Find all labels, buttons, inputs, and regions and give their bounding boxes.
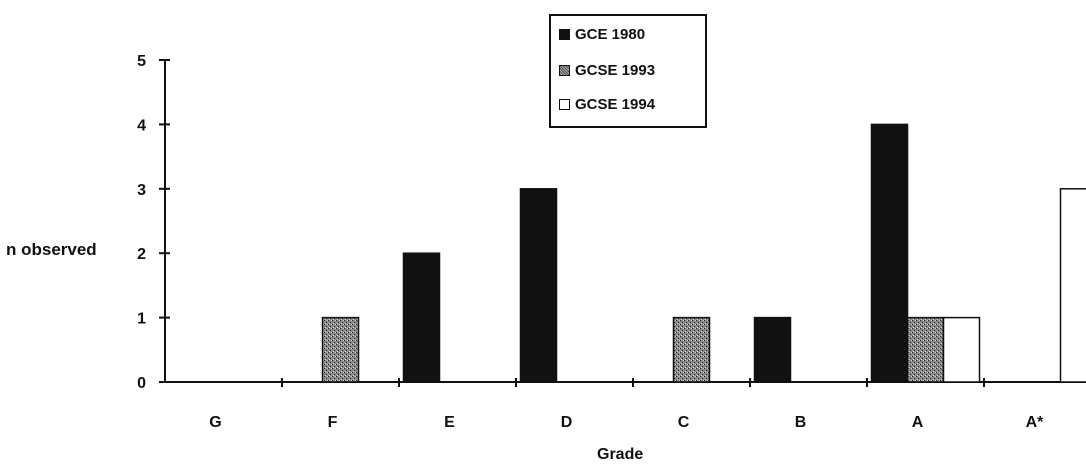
bar-gcse-1994-A* xyxy=(1059,188,1086,383)
y-tick-label: 4 xyxy=(137,117,146,134)
y-tick-label: 1 xyxy=(137,311,146,328)
x-tick-label: A xyxy=(912,414,924,431)
x-tick-label: G xyxy=(209,414,221,431)
legend: GCE 1980 GCSE 1993 GCSE 1994 xyxy=(549,14,707,128)
y-tick-label: 5 xyxy=(137,53,146,70)
bars xyxy=(321,123,1086,383)
legend-swatch-hollow xyxy=(559,99,570,110)
x-tick-label: E xyxy=(444,414,455,431)
bar-gce-1980-B xyxy=(753,316,792,383)
x-tick-label: C xyxy=(678,414,690,431)
bar-gce-1980-E xyxy=(402,252,441,383)
legend-swatch-solid xyxy=(559,29,570,40)
bar-gcse-1993-C xyxy=(672,316,711,383)
y-tick-label: 3 xyxy=(137,182,146,199)
x-axis-label: Grade xyxy=(597,446,644,463)
bar-gcse-1993-F xyxy=(321,316,360,383)
legend-swatch-stipple xyxy=(559,65,570,76)
bar-gce-1980-A xyxy=(870,123,909,383)
legend-label: GCSE 1993 xyxy=(575,62,656,79)
legend-item-gce-1980: GCE 1980 xyxy=(559,26,645,43)
x-tick-label: D xyxy=(561,414,573,431)
x-tick-label: B xyxy=(795,414,807,431)
tick-labels: 0 1 2 3 4 5 G F E D C B A A* xyxy=(137,53,1044,431)
bar-gcse-1994-A xyxy=(942,316,981,383)
legend-item-gcse-1994: GCSE 1994 xyxy=(559,96,655,113)
legend-label: GCE 1980 xyxy=(575,26,646,43)
legend-label: GCSE 1994 xyxy=(575,96,656,113)
y-tick-label: 0 xyxy=(137,375,146,392)
legend-item-gcse-1993: GCSE 1993 xyxy=(559,62,655,79)
x-tick-label: F xyxy=(328,414,338,431)
y-axis-label: n observed xyxy=(6,240,97,259)
bar-gce-1980-D xyxy=(519,188,558,383)
bar-gcse-1993-A xyxy=(906,316,945,383)
y-tick-label: 2 xyxy=(137,246,146,263)
x-tick-label: A* xyxy=(1026,414,1045,431)
